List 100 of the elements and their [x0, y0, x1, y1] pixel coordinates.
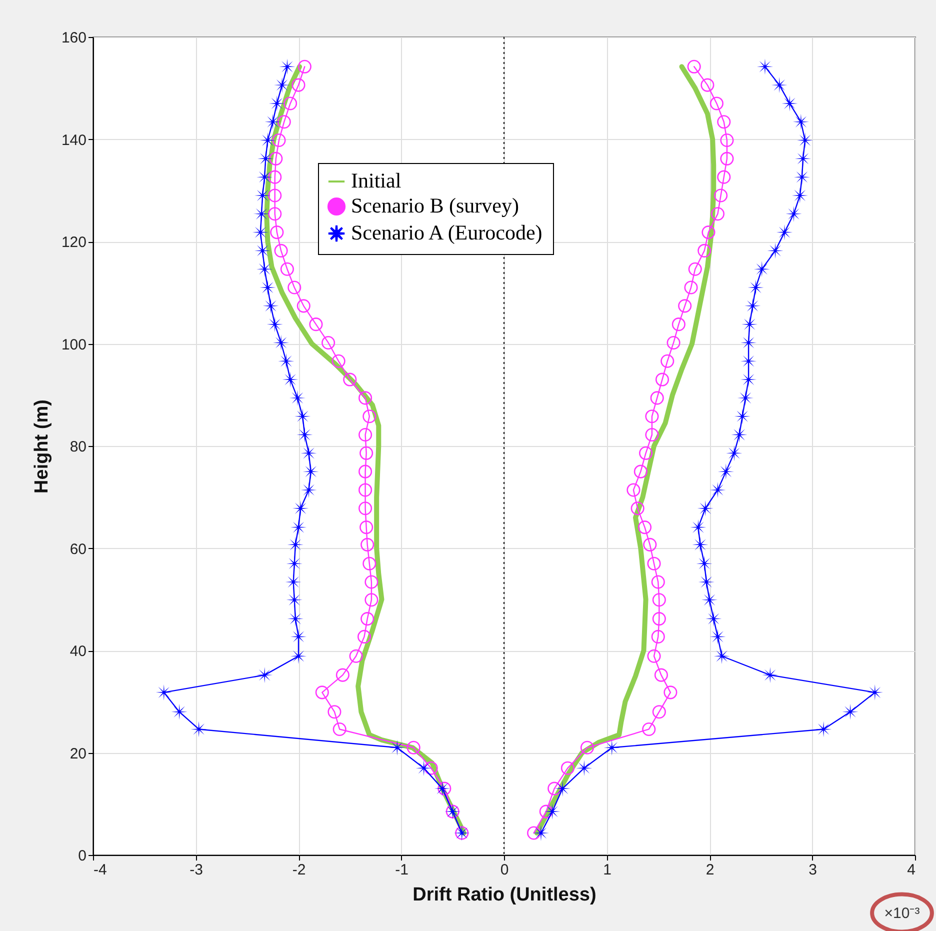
- x-axis-title: Drift Ratio (Unitless): [412, 884, 596, 906]
- point: [742, 316, 758, 332]
- point: [360, 446, 374, 460]
- point: [280, 262, 294, 276]
- point: [655, 372, 670, 386]
- point: [406, 740, 420, 754]
- point: [548, 782, 562, 796]
- point: [289, 390, 306, 406]
- point: [652, 593, 666, 607]
- point: [672, 318, 686, 332]
- point: [357, 630, 372, 644]
- y-tick-label: 60: [70, 540, 86, 558]
- point: [277, 115, 291, 129]
- point: [156, 684, 172, 700]
- point: [315, 686, 329, 700]
- point: [580, 740, 594, 754]
- point: [652, 705, 666, 719]
- point: [360, 538, 374, 552]
- point: [651, 575, 665, 589]
- x-tick-label: -4: [94, 862, 107, 878]
- y-tick-label: 100: [61, 336, 86, 354]
- point: [720, 134, 734, 148]
- point: [642, 722, 656, 736]
- point: [660, 354, 674, 368]
- point: [710, 482, 726, 498]
- point: [639, 446, 653, 460]
- point: [358, 391, 372, 405]
- point: [260, 132, 276, 148]
- point: [300, 482, 317, 498]
- point: [651, 630, 665, 644]
- point: [645, 428, 659, 442]
- point: [771, 76, 788, 94]
- point: [269, 152, 283, 166]
- point: [360, 612, 374, 626]
- x-tick-label: 3: [808, 862, 817, 878]
- point: [268, 95, 285, 112]
- point: [710, 96, 724, 110]
- point: [767, 242, 784, 259]
- point: [268, 207, 282, 221]
- point: [272, 134, 286, 148]
- point: [696, 556, 712, 572]
- point: [687, 60, 701, 74]
- text: ×10⁻³: [884, 905, 920, 922]
- point: [268, 188, 282, 202]
- point: [358, 464, 372, 478]
- y-tick-label: 140: [61, 132, 86, 149]
- point: [734, 408, 750, 424]
- point: [527, 826, 541, 840]
- point: [296, 299, 310, 313]
- point: [650, 391, 664, 405]
- point: [698, 244, 712, 258]
- point: [300, 445, 317, 462]
- y-tick-label: 0: [78, 848, 86, 864]
- point: [866, 684, 883, 700]
- point: [714, 188, 728, 202]
- point: [692, 536, 708, 553]
- point: [256, 666, 273, 684]
- point: [539, 804, 553, 818]
- y-tick-label: 20: [70, 745, 86, 762]
- point: [737, 390, 754, 406]
- point: [274, 76, 290, 94]
- point: [626, 483, 640, 497]
- x-tick-label: -1: [395, 862, 408, 878]
- point: [560, 761, 574, 775]
- point: [792, 187, 808, 204]
- x-tick-label: -3: [190, 862, 203, 878]
- point: [643, 538, 657, 552]
- point: [279, 58, 296, 75]
- point: [630, 502, 644, 516]
- point: [270, 226, 284, 240]
- point: [842, 704, 858, 720]
- point: [258, 150, 274, 167]
- point: [554, 780, 571, 797]
- point: [754, 261, 770, 278]
- point: [349, 649, 363, 663]
- point: [262, 298, 279, 314]
- x-tick-label: 1: [603, 862, 612, 878]
- point: [274, 244, 288, 258]
- point: [710, 628, 726, 645]
- point: [744, 298, 761, 314]
- point: [720, 152, 734, 166]
- point: [268, 170, 282, 184]
- x-tick-label: 0: [500, 862, 509, 878]
- point: [532, 824, 550, 842]
- point: [714, 648, 730, 664]
- point: [576, 760, 592, 776]
- y-tick-label: 120: [61, 234, 86, 251]
- point: [782, 95, 798, 112]
- point: [731, 426, 748, 443]
- point: [292, 500, 309, 516]
- point: [287, 536, 304, 553]
- point: [292, 78, 306, 92]
- point: [256, 169, 273, 186]
- point: [332, 354, 346, 368]
- point: [358, 502, 372, 516]
- legend-label: Scenario A (Eurocode): [351, 220, 542, 244]
- point: [647, 649, 661, 663]
- point: [717, 170, 731, 184]
- point: [717, 115, 731, 129]
- legend-label: Initial: [351, 168, 402, 192]
